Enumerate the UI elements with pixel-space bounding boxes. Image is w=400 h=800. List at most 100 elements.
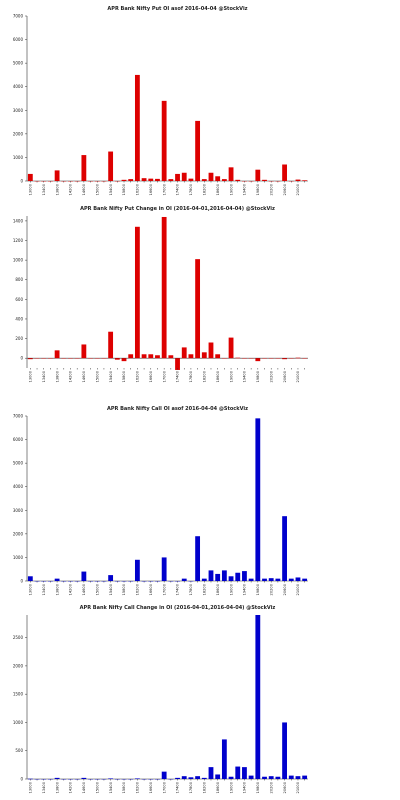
bar-21200	[302, 180, 308, 181]
x-tick-label: 20600	[283, 781, 287, 793]
bar-16200	[134, 226, 140, 359]
x-tick-label: 14200	[69, 781, 73, 793]
bar-19800	[255, 169, 261, 181]
y-tick-label: 4000	[13, 84, 24, 89]
x-tick-label: 20600	[283, 183, 287, 195]
bar-19400	[242, 571, 247, 581]
y-tick-label: 7000	[13, 414, 24, 419]
x-tick-label: 18200	[202, 370, 206, 382]
y-tick-label: 800	[15, 277, 23, 282]
chart-panel-4: APR Bank Nifty Call Change in OI (2016-0…	[13, 605, 308, 793]
x-tick-label: 16600	[149, 183, 153, 195]
bar-19200	[235, 179, 241, 181]
x-tick-label: 15800	[122, 370, 126, 382]
chart-title: APR Bank Nifty Put Change in OI (2016-04…	[80, 206, 275, 212]
x-tick-label: 18200	[202, 183, 206, 195]
bar-20000	[262, 578, 267, 581]
x-tick-label: 18200	[202, 583, 206, 595]
y-tick-label: 0	[20, 777, 23, 782]
bar-19000	[228, 337, 234, 359]
x-tick-label: 21000	[296, 370, 300, 382]
bar-18400	[208, 767, 214, 779]
chart-panel-1: APR Bank Nifty Put OI asof 2016-04-04 @S…	[13, 6, 308, 195]
x-tick-label: 21000	[296, 183, 300, 195]
bar-17200	[168, 179, 174, 181]
bar-13800	[54, 777, 60, 779]
x-tick-label: 17800	[189, 370, 193, 382]
bar-18600	[215, 176, 221, 181]
x-tick-label: 20600	[283, 370, 287, 382]
bar-20400	[275, 776, 281, 779]
x-tick-label: 17400	[176, 781, 180, 793]
x-tick-label: 15000	[95, 583, 99, 595]
bar-18800	[221, 570, 227, 581]
x-tick-label: 16200	[136, 183, 140, 195]
bar-17000	[161, 216, 167, 359]
x-tick-label: 17800	[189, 583, 193, 595]
x-tick-label: 19800	[256, 781, 260, 793]
x-tick-label: 19800	[256, 370, 260, 382]
bar-18000	[195, 776, 201, 779]
bar-18600	[215, 774, 221, 779]
bar-19000	[228, 576, 234, 581]
x-tick-label: 14600	[82, 781, 86, 793]
x-tick-label: 17400	[176, 583, 180, 595]
bar-16200	[134, 74, 140, 181]
bar-18600	[215, 573, 221, 581]
x-tick-label: 13000	[29, 370, 33, 382]
y-tick-label: 2000	[13, 531, 24, 536]
bar-13000	[27, 173, 33, 181]
bar-17600	[181, 347, 187, 359]
bar-16600	[148, 354, 154, 359]
bar-16400	[141, 178, 147, 181]
x-tick-label: 14600	[82, 370, 86, 382]
x-tick-label: 19400	[243, 370, 247, 382]
bar-18000	[195, 259, 201, 359]
x-tick-label: 16200	[136, 781, 140, 793]
bar-20800	[288, 578, 294, 581]
y-tick-label: 5000	[13, 461, 24, 466]
bar-19200	[235, 572, 241, 581]
bar-20000	[262, 179, 267, 181]
bar-17000	[161, 100, 167, 181]
bar-18400	[208, 570, 214, 581]
chart-panel-3: APR Bank Nifty Call OI asof 2016-04-04 @…	[13, 406, 308, 595]
x-tick-label: 15400	[109, 781, 113, 793]
bar-19600	[248, 775, 254, 779]
bar-16200	[134, 778, 140, 780]
bar-15400	[108, 575, 114, 581]
bar-19200	[235, 766, 241, 779]
x-tick-label: 18600	[216, 370, 220, 382]
x-tick-label: 17400	[176, 183, 180, 195]
x-tick-label: 20200	[269, 183, 273, 195]
x-tick-label: 19000	[229, 781, 233, 793]
bar-17800	[188, 178, 194, 181]
x-tick-label: 18600	[216, 583, 220, 595]
bar-20400	[275, 578, 281, 581]
x-tick-label: 19800	[256, 183, 260, 195]
x-tick-label: 16600	[149, 583, 153, 595]
bar-21200	[302, 775, 308, 779]
bar-16400	[141, 354, 147, 359]
x-tick-label: 21000	[296, 781, 300, 793]
y-tick-label: 3000	[13, 508, 24, 513]
x-tick-label: 15800	[122, 183, 126, 195]
bar-14600	[81, 571, 87, 581]
bar-20600	[282, 722, 287, 779]
x-tick-label: 19400	[243, 781, 247, 793]
x-tick-label: 14600	[82, 583, 86, 595]
bar-21200	[302, 578, 308, 581]
y-tick-label: 2500	[13, 635, 24, 640]
x-tick-label: 16200	[136, 583, 140, 595]
bar-21000	[295, 179, 301, 181]
x-tick-label: 14200	[69, 583, 73, 595]
x-tick-label: 15000	[95, 370, 99, 382]
x-tick-label: 21000	[296, 583, 300, 595]
x-tick-label: 17000	[162, 781, 166, 793]
x-tick-label: 14600	[82, 183, 86, 195]
x-tick-label: 14200	[69, 370, 73, 382]
y-tick-label: 3000	[13, 108, 24, 113]
x-tick-label: 14200	[69, 183, 73, 195]
bar-13800	[54, 578, 60, 581]
